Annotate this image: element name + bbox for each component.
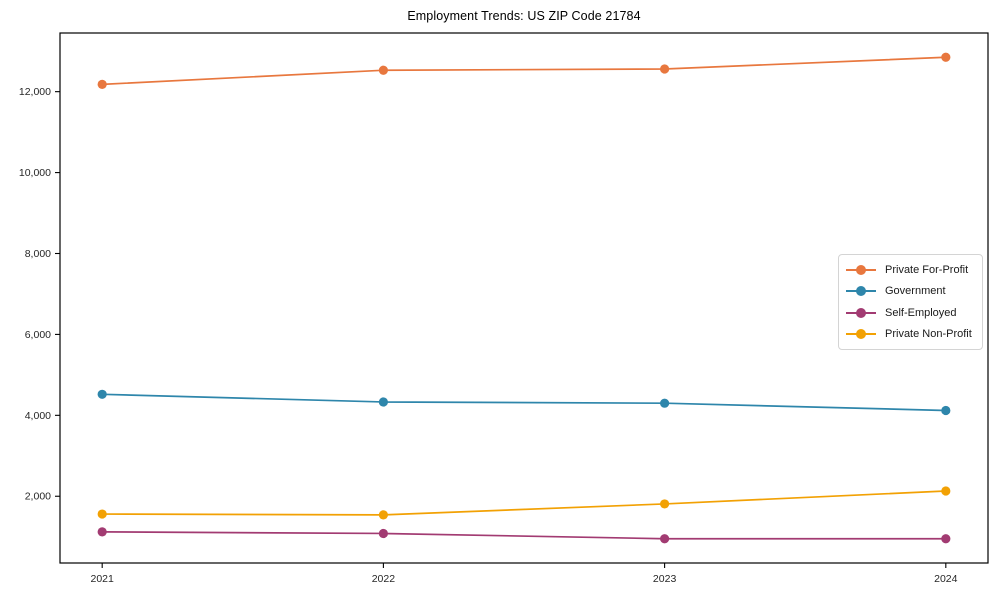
legend-dot-icon	[856, 307, 866, 318]
data-point-government-2024	[941, 405, 951, 416]
x-tick-label: 2022	[372, 573, 396, 585]
series-line-private-non-profit	[102, 490, 946, 516]
data-point-private-for-profit-2024	[941, 52, 951, 62]
legend-marker-private-for-profit	[846, 264, 876, 276]
y-tick-label: 6,000	[25, 329, 51, 341]
series-line-private-for-profit	[102, 56, 946, 86]
data-point-government-2021	[97, 389, 107, 399]
legend-marker-government	[846, 285, 876, 297]
data-point-private-for-profit-2021	[97, 79, 107, 89]
data-point-self-employed-2022	[378, 528, 388, 539]
legend-marker-private-non-profit	[846, 328, 876, 340]
legend-dot-icon	[856, 329, 866, 340]
y-tick-label: 10,000	[19, 167, 51, 179]
series-line-government	[102, 393, 946, 412]
data-point-private-for-profit-2023	[660, 64, 670, 74]
data-point-private-non-profit-2023	[660, 499, 670, 509]
legend-label-private-for-profit: Private For-Profit	[885, 263, 969, 276]
y-tick-label: 8,000	[25, 248, 51, 260]
x-tick-label: 2023	[653, 573, 677, 585]
plot-border	[59, 32, 989, 564]
y-tick-label: 12,000	[19, 86, 51, 98]
data-point-government-2023	[660, 398, 670, 408]
data-point-private-non-profit-2024	[941, 486, 951, 496]
data-point-government-2022	[378, 397, 388, 407]
legend-label-government: Government	[885, 285, 946, 298]
data-point-private-for-profit-2022	[378, 65, 388, 75]
y-tick-label: 4,000	[25, 410, 51, 422]
legend-item-government: Government	[846, 281, 972, 303]
legend-item-private-non-profit: Private Non-Profit	[846, 324, 972, 346]
series-line-self-employed	[102, 530, 946, 540]
x-tick-label: 2024	[934, 573, 958, 585]
data-point-private-non-profit-2022	[378, 510, 388, 520]
data-point-self-employed-2023	[660, 534, 670, 544]
legend-dot-icon	[856, 286, 866, 297]
legend: Private For-Profit Government Self-Employe…	[838, 254, 983, 350]
data-point-self-employed-2021	[97, 527, 107, 537]
data-point-private-non-profit-2021	[97, 509, 107, 519]
legend-label-self-employed: Self-Employed	[885, 306, 957, 319]
data-point-self-employed-2024	[941, 534, 951, 544]
legend-dot-icon	[856, 264, 866, 275]
legend-marker-self-employed	[846, 307, 876, 319]
legend-item-private-for-profit: Private For-Profit	[846, 259, 972, 281]
legend-item-self-employed: Self-Employed	[846, 302, 972, 324]
chart-title: Employment Trends: US ZIP Code 21784	[407, 9, 641, 23]
x-tick-label: 2021	[91, 573, 115, 585]
legend-label-private-non-profit: Private Non-Profit	[885, 328, 972, 341]
y-tick-label: 2,000	[25, 491, 51, 503]
